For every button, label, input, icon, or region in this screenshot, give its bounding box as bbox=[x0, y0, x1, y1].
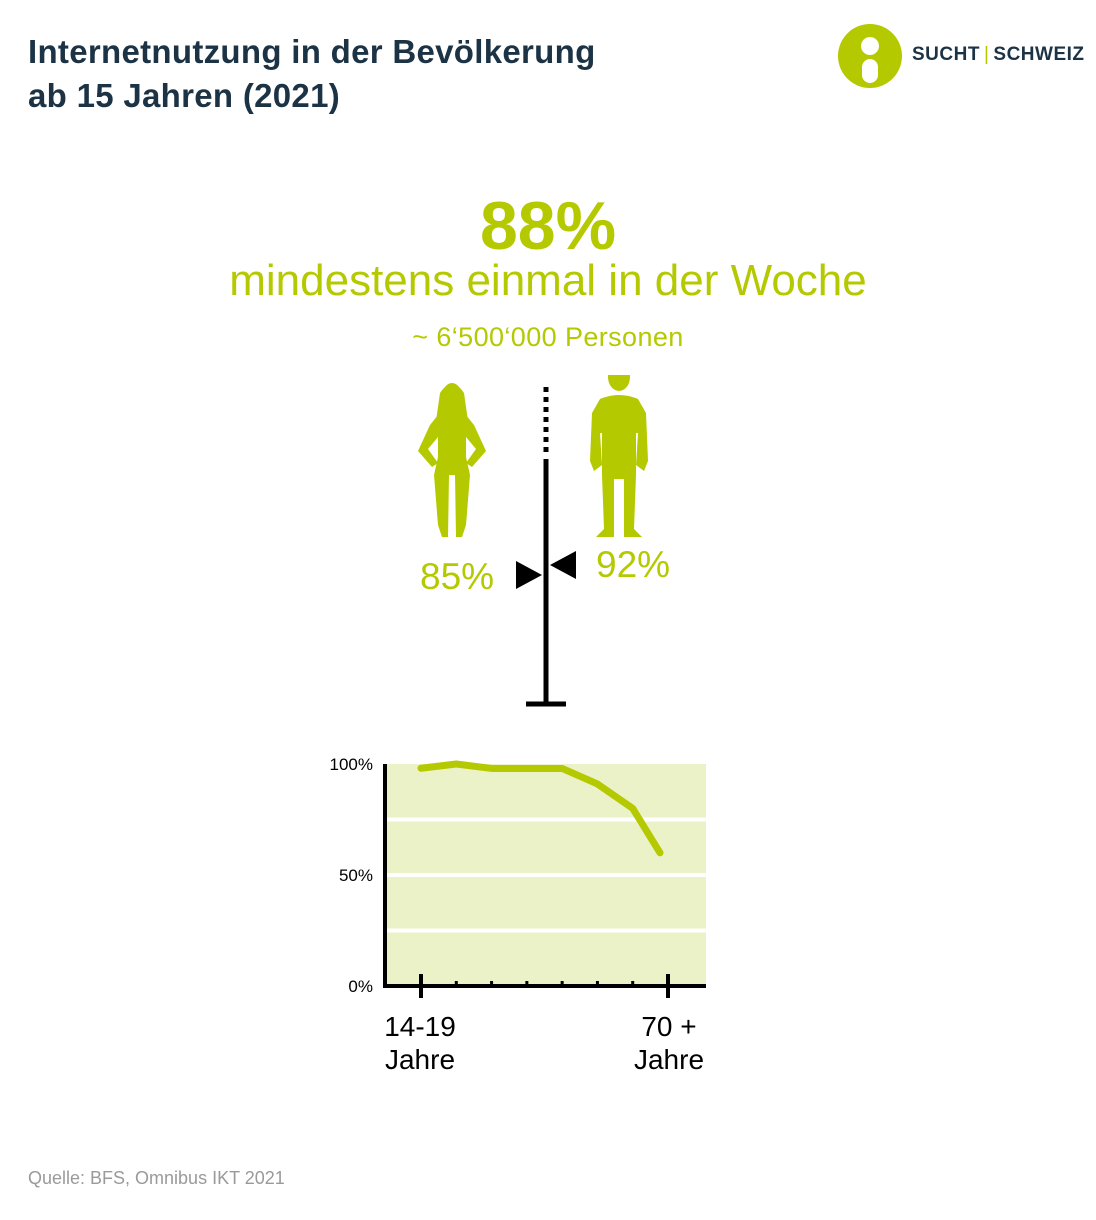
x-tick-label: 70 + Jahre bbox=[634, 1011, 704, 1075]
logo-person-icon bbox=[838, 24, 902, 88]
men-percent: 92% bbox=[596, 544, 671, 585]
y-tick-label: 100% bbox=[330, 755, 373, 774]
logo-wordmark: SUCHT | SCHWEIZ bbox=[912, 44, 1085, 66]
sucht-schweiz-logo: SUCHT | SCHWEIZ bbox=[838, 24, 1088, 88]
woman-silhouette-icon bbox=[418, 383, 486, 537]
gender-comparison-graphic bbox=[418, 375, 648, 707]
headline-percent: 88% bbox=[479, 188, 617, 264]
logo-text-left: SUCHT bbox=[912, 44, 980, 65]
logo-separator: | bbox=[983, 44, 990, 65]
y-tick-label: 50% bbox=[339, 866, 373, 885]
x-tick-label: 14-19 Jahre bbox=[384, 1011, 456, 1075]
headline-persons: ~ 6‘500‘000 Personen bbox=[412, 322, 684, 352]
series-line bbox=[417, 760, 664, 857]
page-title: Internetnutzung in der Bevölkerung ab 15… bbox=[28, 33, 596, 114]
women-percent: 85% bbox=[420, 556, 495, 597]
source-note: Quelle: BFS, Omnibus IKT 2021 bbox=[28, 1168, 285, 1188]
women-marker bbox=[516, 561, 542, 589]
age-line-chart: 100% 50% 0% 14-19 Jahre 70 + Jahre bbox=[330, 755, 706, 1075]
y-tick-label: 0% bbox=[348, 977, 373, 996]
man-silhouette-icon bbox=[590, 375, 648, 537]
logo-text-right: SCHWEIZ bbox=[993, 44, 1085, 65]
headline-subtitle: mindestens einmal in der Woche bbox=[229, 256, 867, 305]
men-marker bbox=[550, 551, 576, 579]
